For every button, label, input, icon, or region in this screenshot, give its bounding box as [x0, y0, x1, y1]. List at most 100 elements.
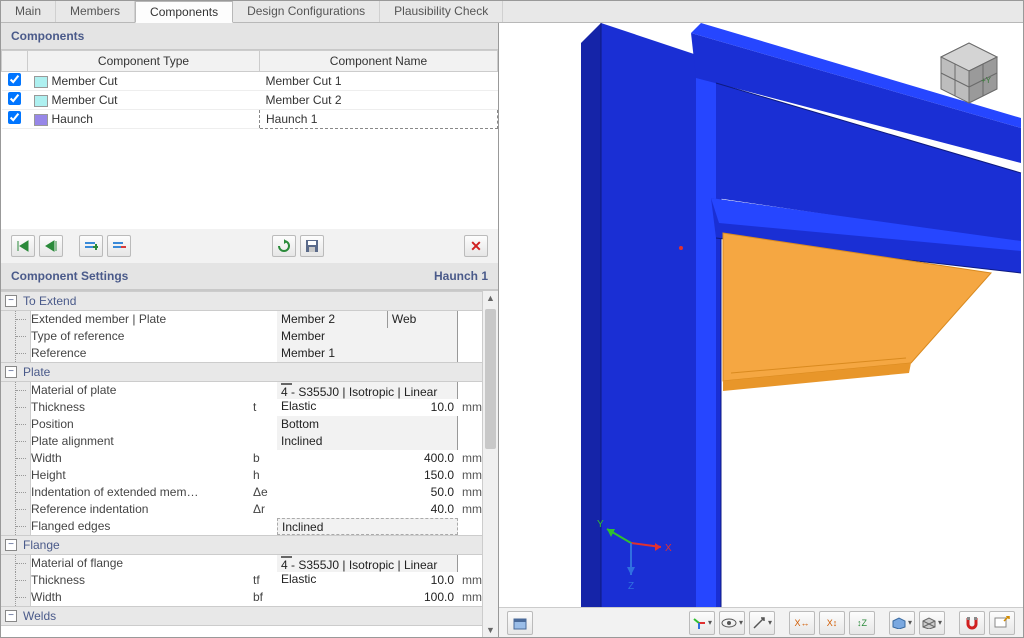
- prop-row[interactable]: Thicknesstf10.0mm: [1, 572, 498, 589]
- prop-label: Indentation of extended mem…: [31, 484, 251, 501]
- direction-button[interactable]: [749, 611, 775, 635]
- prop-value[interactable]: Member: [277, 328, 458, 345]
- list-remove-button[interactable]: [107, 235, 131, 257]
- prop-value[interactable]: 4 - S355J0 | Isotropic | Linear Elastic: [277, 382, 458, 399]
- table-row[interactable]: Member Cut Member Cut 2: [2, 91, 498, 110]
- prop-symbol: [251, 382, 277, 399]
- prop-label: Reference indentation: [31, 501, 251, 518]
- collapse-icon[interactable]: −: [5, 295, 17, 307]
- prop-symbol: b: [251, 450, 277, 467]
- prop-value[interactable]: Inclined: [277, 518, 458, 535]
- list-add-button[interactable]: [79, 235, 103, 257]
- svg-text:Z: Z: [628, 581, 634, 592]
- xz-plane-button[interactable]: X↕: [819, 611, 845, 635]
- table-row[interactable]: Member Cut Member Cut 1: [2, 72, 498, 91]
- col-header-type[interactable]: Component Type: [28, 51, 260, 72]
- delete-button[interactable]: ✕: [464, 235, 488, 257]
- prop-value[interactable]: 150.0: [277, 467, 458, 484]
- prop-row[interactable]: Indentation of extended mem…Δe50.0mm: [1, 484, 498, 501]
- tab-plausibility-check[interactable]: Plausibility Check: [380, 1, 503, 22]
- prop-symbol: [251, 518, 277, 535]
- prop-symbol: tf: [251, 572, 277, 589]
- prop-row[interactable]: Material of plate4 - S355J0 | Isotropic …: [1, 382, 498, 399]
- prop-symbol: [251, 328, 277, 345]
- prop-label: Flanged edges: [31, 518, 251, 535]
- material-swatch: [281, 383, 292, 385]
- prop-value[interactable]: Member 1: [277, 345, 458, 362]
- prop-row[interactable]: Material of flange4 - S355J0 | Isotropic…: [1, 555, 498, 572]
- prop-value[interactable]: 40.0: [277, 501, 458, 518]
- col-header-name[interactable]: Component Name: [260, 51, 498, 72]
- settings-subtitle: Haunch 1: [434, 269, 488, 283]
- table-row[interactable]: Haunch Haunch 1: [2, 110, 498, 129]
- prop-label: Position: [31, 416, 251, 433]
- prop-label: Width: [31, 589, 251, 606]
- prop-value[interactable]: 100.0: [277, 589, 458, 606]
- prop-symbol: Δr: [251, 501, 277, 518]
- collapse-icon[interactable]: −: [5, 366, 17, 378]
- prop-symbol: bf: [251, 589, 277, 606]
- prop-value[interactable]: Member 2: [277, 311, 388, 328]
- components-list: Component Type Component Name Member Cut…: [1, 50, 498, 229]
- row-checkbox[interactable]: [8, 92, 21, 105]
- prop-value[interactable]: 4 - S355J0 | Isotropic | Linear Elastic: [277, 555, 458, 572]
- restore-view-button[interactable]: [507, 611, 533, 635]
- prop-value[interactable]: 50.0: [277, 484, 458, 501]
- prop-value[interactable]: 10.0: [277, 399, 458, 416]
- prop-row[interactable]: ReferenceMember 1: [1, 345, 498, 362]
- prop-row[interactable]: Thicknesst10.0mm: [1, 399, 498, 416]
- prop-label: Height: [31, 467, 251, 484]
- prop-label: Thickness: [31, 572, 251, 589]
- refresh-button[interactable]: [272, 235, 296, 257]
- wireframe-button[interactable]: [919, 611, 945, 635]
- new-window-button[interactable]: [989, 611, 1015, 635]
- prop-label: Width: [31, 450, 251, 467]
- prop-row[interactable]: Extended member | PlateMember 2Web: [1, 311, 498, 328]
- move-first-button[interactable]: [11, 235, 35, 257]
- prop-row[interactable]: Type of referenceMember: [1, 328, 498, 345]
- prop-row[interactable]: Flanged edges Inclined: [1, 518, 498, 535]
- prop-row[interactable]: Widthbf100.0mm: [1, 589, 498, 606]
- prop-value[interactable]: 10.0: [277, 572, 458, 589]
- yz-plane-button[interactable]: ↕Z: [849, 611, 875, 635]
- axes-button[interactable]: [689, 611, 715, 635]
- prop-group-header[interactable]: −Flange: [1, 535, 498, 555]
- move-prev-button[interactable]: [39, 235, 63, 257]
- prop-symbol: h: [251, 467, 277, 484]
- prop-row[interactable]: Plate alignment Inclined: [1, 433, 498, 450]
- prop-value[interactable]: 400.0: [277, 450, 458, 467]
- prop-value[interactable]: Bottom: [277, 416, 458, 433]
- row-checkbox[interactable]: [8, 73, 21, 86]
- tab-main[interactable]: Main: [1, 1, 56, 22]
- prop-symbol: [251, 416, 277, 433]
- view-eye-button[interactable]: [719, 611, 745, 635]
- display-mode-button[interactable]: [889, 611, 915, 635]
- xy-plane-button[interactable]: X↔: [789, 611, 815, 635]
- prop-row[interactable]: Widthb400.0mm: [1, 450, 498, 467]
- settings-header: Component Settings Haunch 1: [1, 263, 498, 290]
- material-swatch: [281, 556, 292, 558]
- prop-symbol: [251, 555, 277, 572]
- prop-group-header[interactable]: −Plate: [1, 362, 498, 382]
- magnet-button[interactable]: [959, 611, 985, 635]
- type-swatch: [34, 95, 48, 107]
- tab-bar: Main Members Components Design Configura…: [1, 1, 1023, 23]
- collapse-icon[interactable]: −: [5, 610, 17, 622]
- prop-row[interactable]: Heighth150.0mm: [1, 467, 498, 484]
- prop-row[interactable]: Reference indentationΔr40.0mm: [1, 501, 498, 518]
- scrollbar[interactable]: ▲ ▼: [482, 291, 498, 637]
- save-button[interactable]: [300, 235, 324, 257]
- prop-row[interactable]: Position Bottom: [1, 416, 498, 433]
- tab-components[interactable]: Components: [135, 1, 233, 23]
- viewport-3d[interactable]: +Y X Y Z: [499, 23, 1023, 607]
- type-swatch: [34, 114, 48, 126]
- prop-group-header[interactable]: −To Extend: [1, 291, 498, 311]
- left-panel: Components Component Type Component Name…: [1, 23, 499, 637]
- row-checkbox[interactable]: [8, 111, 21, 124]
- collapse-icon[interactable]: −: [5, 539, 17, 551]
- tab-design-configurations[interactable]: Design Configurations: [233, 1, 380, 22]
- prop-group-header[interactable]: −Welds: [1, 606, 498, 626]
- prop-value[interactable]: Inclined: [277, 433, 458, 450]
- tab-members[interactable]: Members: [56, 1, 135, 22]
- prop-label: Plate alignment: [31, 433, 251, 450]
